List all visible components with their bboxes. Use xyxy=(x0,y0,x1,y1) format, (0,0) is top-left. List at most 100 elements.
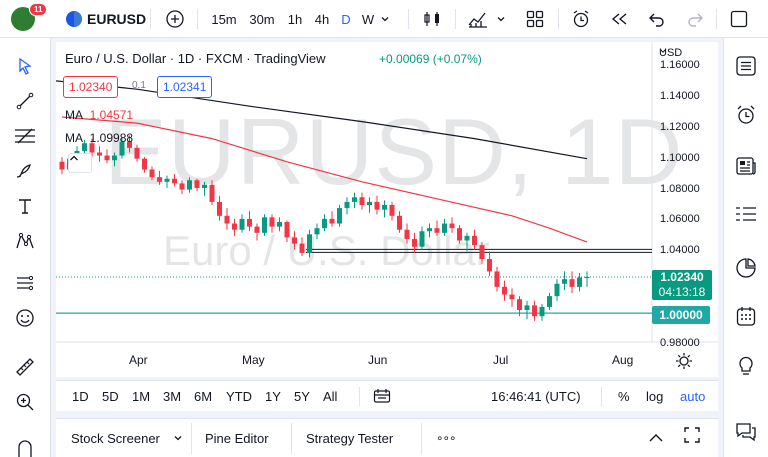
candle-body xyxy=(284,221,290,238)
auto-scale-toggle[interactable]: auto xyxy=(680,389,706,404)
tab-divider xyxy=(191,423,192,454)
interval-dropdown-button[interactable] xyxy=(378,0,392,38)
ma-legend-1[interactable]: MA 1.04571 xyxy=(65,108,133,122)
toolbar-divider xyxy=(455,9,456,29)
redo-button[interactable] xyxy=(683,0,707,38)
range-1y[interactable]: 1Y xyxy=(265,389,281,404)
interval-1h[interactable]: 1h xyxy=(287,11,303,27)
interval-d[interactable]: D xyxy=(341,11,351,27)
fib-tool[interactable] xyxy=(13,124,37,148)
price-axis-label: 1.08000 xyxy=(660,182,700,195)
layouts-button[interactable] xyxy=(523,0,547,38)
indicators-button[interactable] xyxy=(465,0,491,38)
fullscreen-toggle-button[interactable] xyxy=(727,0,751,38)
candle-body xyxy=(104,155,110,161)
interval-w[interactable]: W xyxy=(361,11,375,27)
range-1m[interactable]: 1M xyxy=(132,389,151,404)
timezone-clock[interactable]: 16:46:41 (UTC) xyxy=(491,389,581,404)
symbol-search-button[interactable]: EURUSD xyxy=(87,11,147,27)
candle-body xyxy=(314,228,320,235)
lightbulb-icon xyxy=(739,356,753,375)
watchlist-button[interactable] xyxy=(733,53,759,79)
time-axis-label: Apr xyxy=(129,353,148,367)
buy-price-button[interactable]: 1.02341 xyxy=(157,76,213,98)
interval-15m[interactable]: 15m xyxy=(211,11,237,27)
trend-line-tool[interactable] xyxy=(13,89,37,113)
candlestick-plot[interactable] xyxy=(56,42,718,377)
text-icon xyxy=(19,199,31,214)
compare-symbol-button[interactable] xyxy=(163,0,187,38)
alarm-clock-icon xyxy=(573,10,589,28)
chats-button[interactable] xyxy=(733,419,759,445)
time-axis-label: May xyxy=(242,353,265,367)
range-1d[interactable]: 1D xyxy=(72,389,89,404)
square-icon xyxy=(730,10,748,28)
tab-strategy-tester[interactable]: Strategy Tester xyxy=(306,431,394,446)
range-6m[interactable]: 6M xyxy=(194,389,213,404)
panel-expand-button[interactable] xyxy=(648,419,664,457)
undo-button[interactable] xyxy=(645,0,669,38)
candle-body xyxy=(112,155,117,161)
stock-screener-dropdown[interactable] xyxy=(173,419,183,457)
hotlist-icon xyxy=(736,258,756,278)
ideas-button[interactable] xyxy=(733,352,759,378)
ma-legend-2-value: 1.09988 xyxy=(89,131,134,145)
range-5y[interactable]: 5Y xyxy=(294,389,310,404)
alarm-clock-icon xyxy=(737,105,755,124)
candle-body xyxy=(382,205,387,210)
interval-30m[interactable]: 30m xyxy=(249,11,275,27)
log-scale-toggle[interactable]: log xyxy=(646,389,664,404)
interval-4h[interactable]: 4h xyxy=(314,11,330,27)
zoom-in-tool[interactable] xyxy=(13,390,37,414)
calendar-button[interactable] xyxy=(733,303,759,329)
cursor-tool[interactable] xyxy=(13,54,37,78)
range-all[interactable]: All xyxy=(323,389,338,404)
news-icon xyxy=(736,157,756,175)
candle-body xyxy=(164,178,170,182)
bottom-panel-tabs: Stock Screener Pine Editor Strategy Test… xyxy=(56,418,718,457)
sell-price-button[interactable]: 1.02340 xyxy=(63,76,119,98)
candle-body xyxy=(457,228,462,241)
news-button[interactable] xyxy=(733,153,759,179)
alerts-panel-button[interactable] xyxy=(733,102,759,128)
candle-body xyxy=(232,223,237,230)
percent-scale-toggle[interactable]: % xyxy=(618,389,630,404)
hotlists-button[interactable] xyxy=(733,255,759,281)
candle-body xyxy=(134,147,140,159)
data-window-button[interactable] xyxy=(733,202,759,228)
measure-tool[interactable] xyxy=(13,355,37,379)
candles-icon xyxy=(424,12,439,26)
candle-body xyxy=(374,201,380,210)
tab-pine-editor[interactable]: Pine Editor xyxy=(205,431,269,446)
price-axis-label: 1.14000 xyxy=(660,89,700,102)
tab-stock-screener[interactable]: Stock Screener xyxy=(71,431,160,446)
right-widget-bar xyxy=(723,38,768,457)
icons-tool[interactable] xyxy=(13,306,37,330)
candle-body xyxy=(517,299,522,311)
range-5d[interactable]: 5D xyxy=(102,389,119,404)
legend-collapse-button[interactable] xyxy=(68,153,92,173)
panel-maximize-button[interactable] xyxy=(684,419,700,457)
text-tool[interactable] xyxy=(13,194,37,218)
brush-icon xyxy=(16,164,31,178)
more-tabs-button[interactable]: ∘∘∘ xyxy=(436,431,457,445)
go-to-date-button[interactable] xyxy=(373,388,391,406)
moving-average-line-2 xyxy=(56,80,588,160)
replay-button[interactable] xyxy=(607,0,631,38)
price-chart[interactable]: EURUSD, 1D Euro / U.S. Dollar Euro / U.S… xyxy=(56,42,718,377)
currency-selector[interactable]: USD xyxy=(659,47,682,59)
prediction-tool[interactable] xyxy=(13,271,37,295)
magnet-tool[interactable] xyxy=(13,436,37,457)
chart-legend-change: +0.00069 (+0.07%) xyxy=(379,52,482,66)
candle-body xyxy=(224,215,230,224)
candle-body xyxy=(532,305,537,317)
range-3m[interactable]: 3M xyxy=(163,389,182,404)
candle-body xyxy=(299,243,305,253)
pattern-tool[interactable] xyxy=(13,229,37,253)
ma-legend-2[interactable]: MA 1.09988 xyxy=(65,131,133,145)
range-ytd[interactable]: YTD xyxy=(226,389,252,404)
indicators-dropdown-button[interactable] xyxy=(495,0,507,38)
chart-type-button[interactable] xyxy=(420,0,444,38)
brush-tool[interactable] xyxy=(13,159,37,183)
alert-button[interactable] xyxy=(569,0,593,38)
